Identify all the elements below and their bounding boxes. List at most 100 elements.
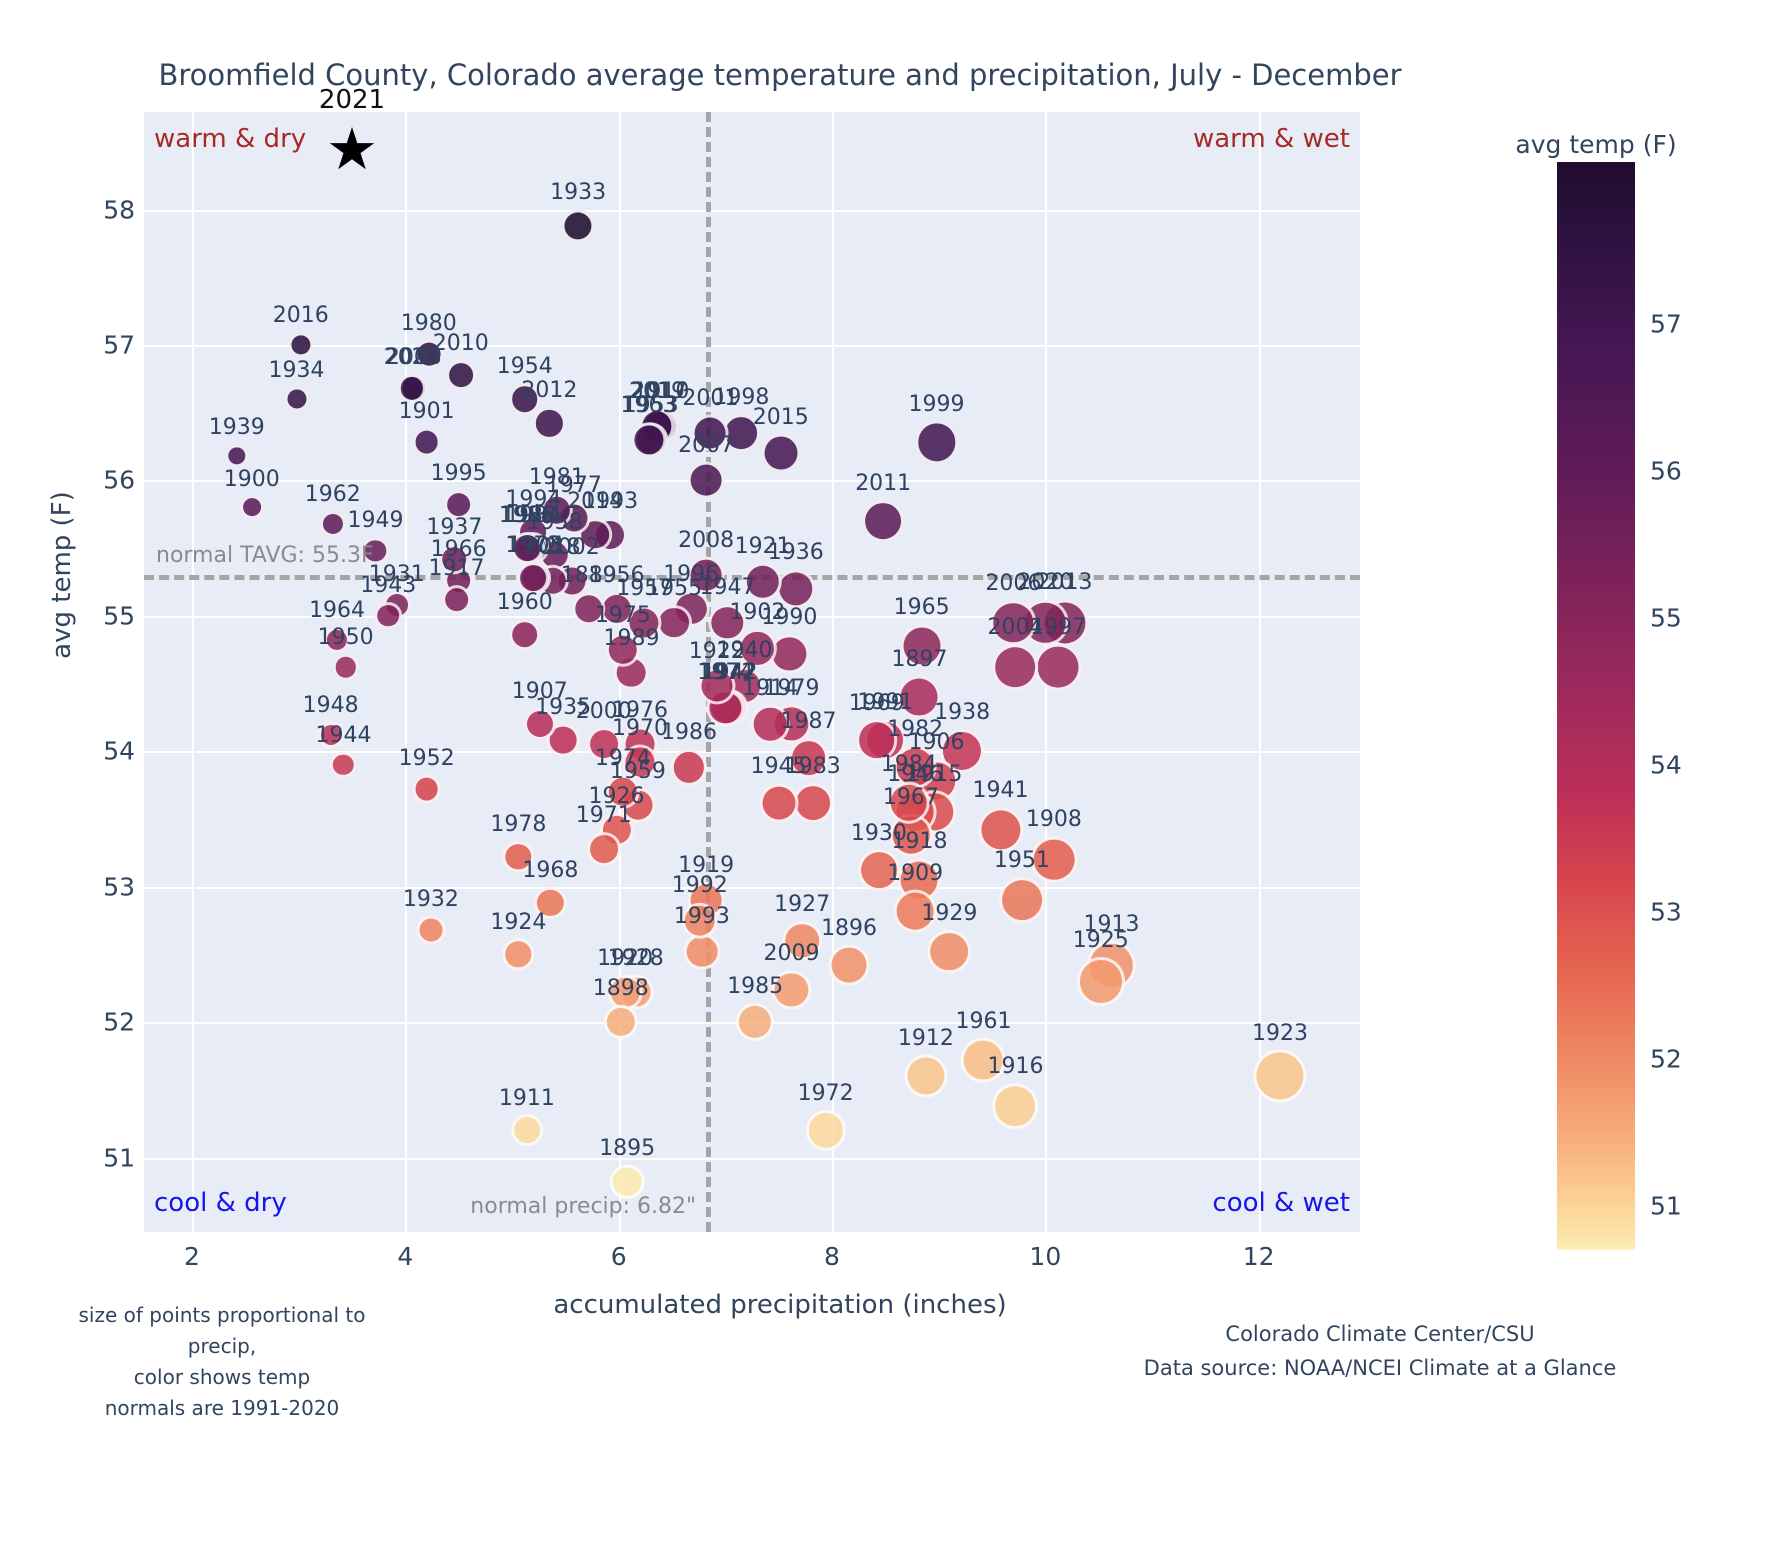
- data-point[interactable]: [319, 510, 346, 537]
- data-point[interactable]: [445, 359, 476, 390]
- data-point[interactable]: [683, 933, 721, 970]
- data-point-label: 1954: [496, 354, 553, 380]
- data-point[interactable]: [397, 374, 426, 403]
- data-point[interactable]: [225, 444, 249, 468]
- data-point[interactable]: [990, 599, 1037, 646]
- data-point[interactable]: [977, 807, 1024, 853]
- data-point[interactable]: [862, 500, 905, 542]
- colorbar-gradient: [1557, 162, 1635, 1250]
- gridline-horizontal: [144, 886, 1360, 889]
- data-point[interactable]: [855, 719, 898, 762]
- data-point[interactable]: [858, 849, 900, 892]
- data-point[interactable]: [508, 618, 541, 651]
- data-point[interactable]: [622, 744, 658, 780]
- y-axis-tick-57: 57: [103, 330, 135, 360]
- footnote-color-note: color shows temp: [133, 1365, 311, 1389]
- data-point[interactable]: [893, 889, 937, 933]
- data-point[interactable]: [330, 751, 357, 778]
- data-point[interactable]: [317, 721, 344, 748]
- data-point[interactable]: [599, 591, 634, 627]
- data-point[interactable]: [771, 969, 812, 1010]
- data-point[interactable]: [239, 495, 264, 520]
- data-point[interactable]: [670, 749, 708, 786]
- data-point[interactable]: [992, 1083, 1039, 1129]
- data-point[interactable]: [533, 407, 566, 440]
- data-point[interactable]: [586, 727, 621, 762]
- data-point[interactable]: [586, 831, 621, 866]
- data-point[interactable]: [687, 556, 725, 594]
- gridline-horizontal: [144, 1157, 1360, 1160]
- highlight-star-icon[interactable]: ★: [326, 114, 378, 183]
- data-point[interactable]: [412, 774, 442, 804]
- data-point[interactable]: [502, 938, 535, 971]
- data-point-label: 2000: [575, 698, 632, 724]
- data-point[interactable]: [630, 422, 667, 458]
- data-point[interactable]: [961, 1037, 1006, 1083]
- data-point[interactable]: [992, 644, 1039, 691]
- data-point[interactable]: [605, 774, 641, 810]
- data-point[interactable]: [887, 781, 931, 824]
- data-point[interactable]: [792, 782, 833, 823]
- footnote-left: size of points proportional to precip, c…: [62, 1300, 382, 1424]
- gridline-vertical: [832, 112, 834, 1232]
- data-point[interactable]: [439, 544, 470, 574]
- data-point[interactable]: [782, 921, 822, 961]
- data-point[interactable]: [605, 632, 641, 667]
- data-point[interactable]: [1030, 836, 1078, 883]
- data-point[interactable]: [738, 629, 777, 668]
- data-point[interactable]: [626, 605, 662, 641]
- data-point[interactable]: [416, 915, 446, 945]
- data-point[interactable]: [687, 461, 725, 499]
- data-point[interactable]: [898, 675, 941, 719]
- data-point[interactable]: [283, 386, 310, 412]
- data-point[interactable]: [805, 1110, 846, 1151]
- footnote-right: Colorado Climate Center/CSU Data source:…: [1100, 1318, 1660, 1385]
- data-point[interactable]: [698, 667, 736, 705]
- data-point[interactable]: [288, 332, 314, 358]
- data-point[interactable]: [412, 428, 442, 457]
- data-point[interactable]: [502, 841, 535, 873]
- data-point[interactable]: [414, 339, 444, 369]
- data-point[interactable]: [603, 1004, 638, 1040]
- data-point[interactable]: [332, 654, 359, 681]
- data-point-label: 1993: [582, 488, 639, 514]
- data-point[interactable]: [534, 886, 567, 920]
- data-point[interactable]: [508, 383, 541, 415]
- data-point[interactable]: [361, 537, 390, 565]
- data-point[interactable]: [1034, 643, 1082, 691]
- data-point[interactable]: [828, 944, 870, 986]
- data-point[interactable]: [1253, 1049, 1307, 1103]
- data-point[interactable]: [761, 433, 801, 473]
- data-point[interactable]: [681, 902, 719, 939]
- data-point[interactable]: [561, 209, 595, 243]
- data-point[interactable]: [788, 738, 829, 778]
- data-point[interactable]: [914, 420, 959, 465]
- data-point[interactable]: [769, 634, 809, 674]
- data-point[interactable]: [517, 561, 550, 594]
- data-point[interactable]: [750, 704, 790, 744]
- data-point[interactable]: [523, 708, 556, 741]
- data-point[interactable]: [323, 627, 351, 654]
- data-point[interactable]: [609, 1164, 645, 1200]
- data-point[interactable]: [736, 1002, 775, 1042]
- y-axis-tick-mark: [136, 751, 144, 754]
- data-point[interactable]: [572, 592, 606, 626]
- data-point[interactable]: [511, 1114, 543, 1147]
- data-point-label: 1912: [897, 1025, 954, 1051]
- data-point[interactable]: [691, 414, 729, 452]
- data-point[interactable]: [743, 562, 782, 602]
- data-point[interactable]: [443, 489, 474, 520]
- data-point[interactable]: [759, 783, 799, 823]
- data-point[interactable]: [927, 929, 972, 974]
- data-point[interactable]: [441, 584, 472, 615]
- data-point[interactable]: [998, 877, 1045, 924]
- data-point[interactable]: [511, 532, 543, 564]
- data-point-label: 2011: [855, 471, 912, 497]
- data-point[interactable]: [900, 624, 944, 668]
- data-point[interactable]: [708, 603, 747, 642]
- data-point[interactable]: [1076, 957, 1125, 1006]
- data-point[interactable]: [374, 601, 403, 630]
- y-axis-tick-56: 56: [103, 465, 135, 495]
- data-point[interactable]: [904, 1054, 948, 1098]
- data-point[interactable]: [776, 569, 816, 609]
